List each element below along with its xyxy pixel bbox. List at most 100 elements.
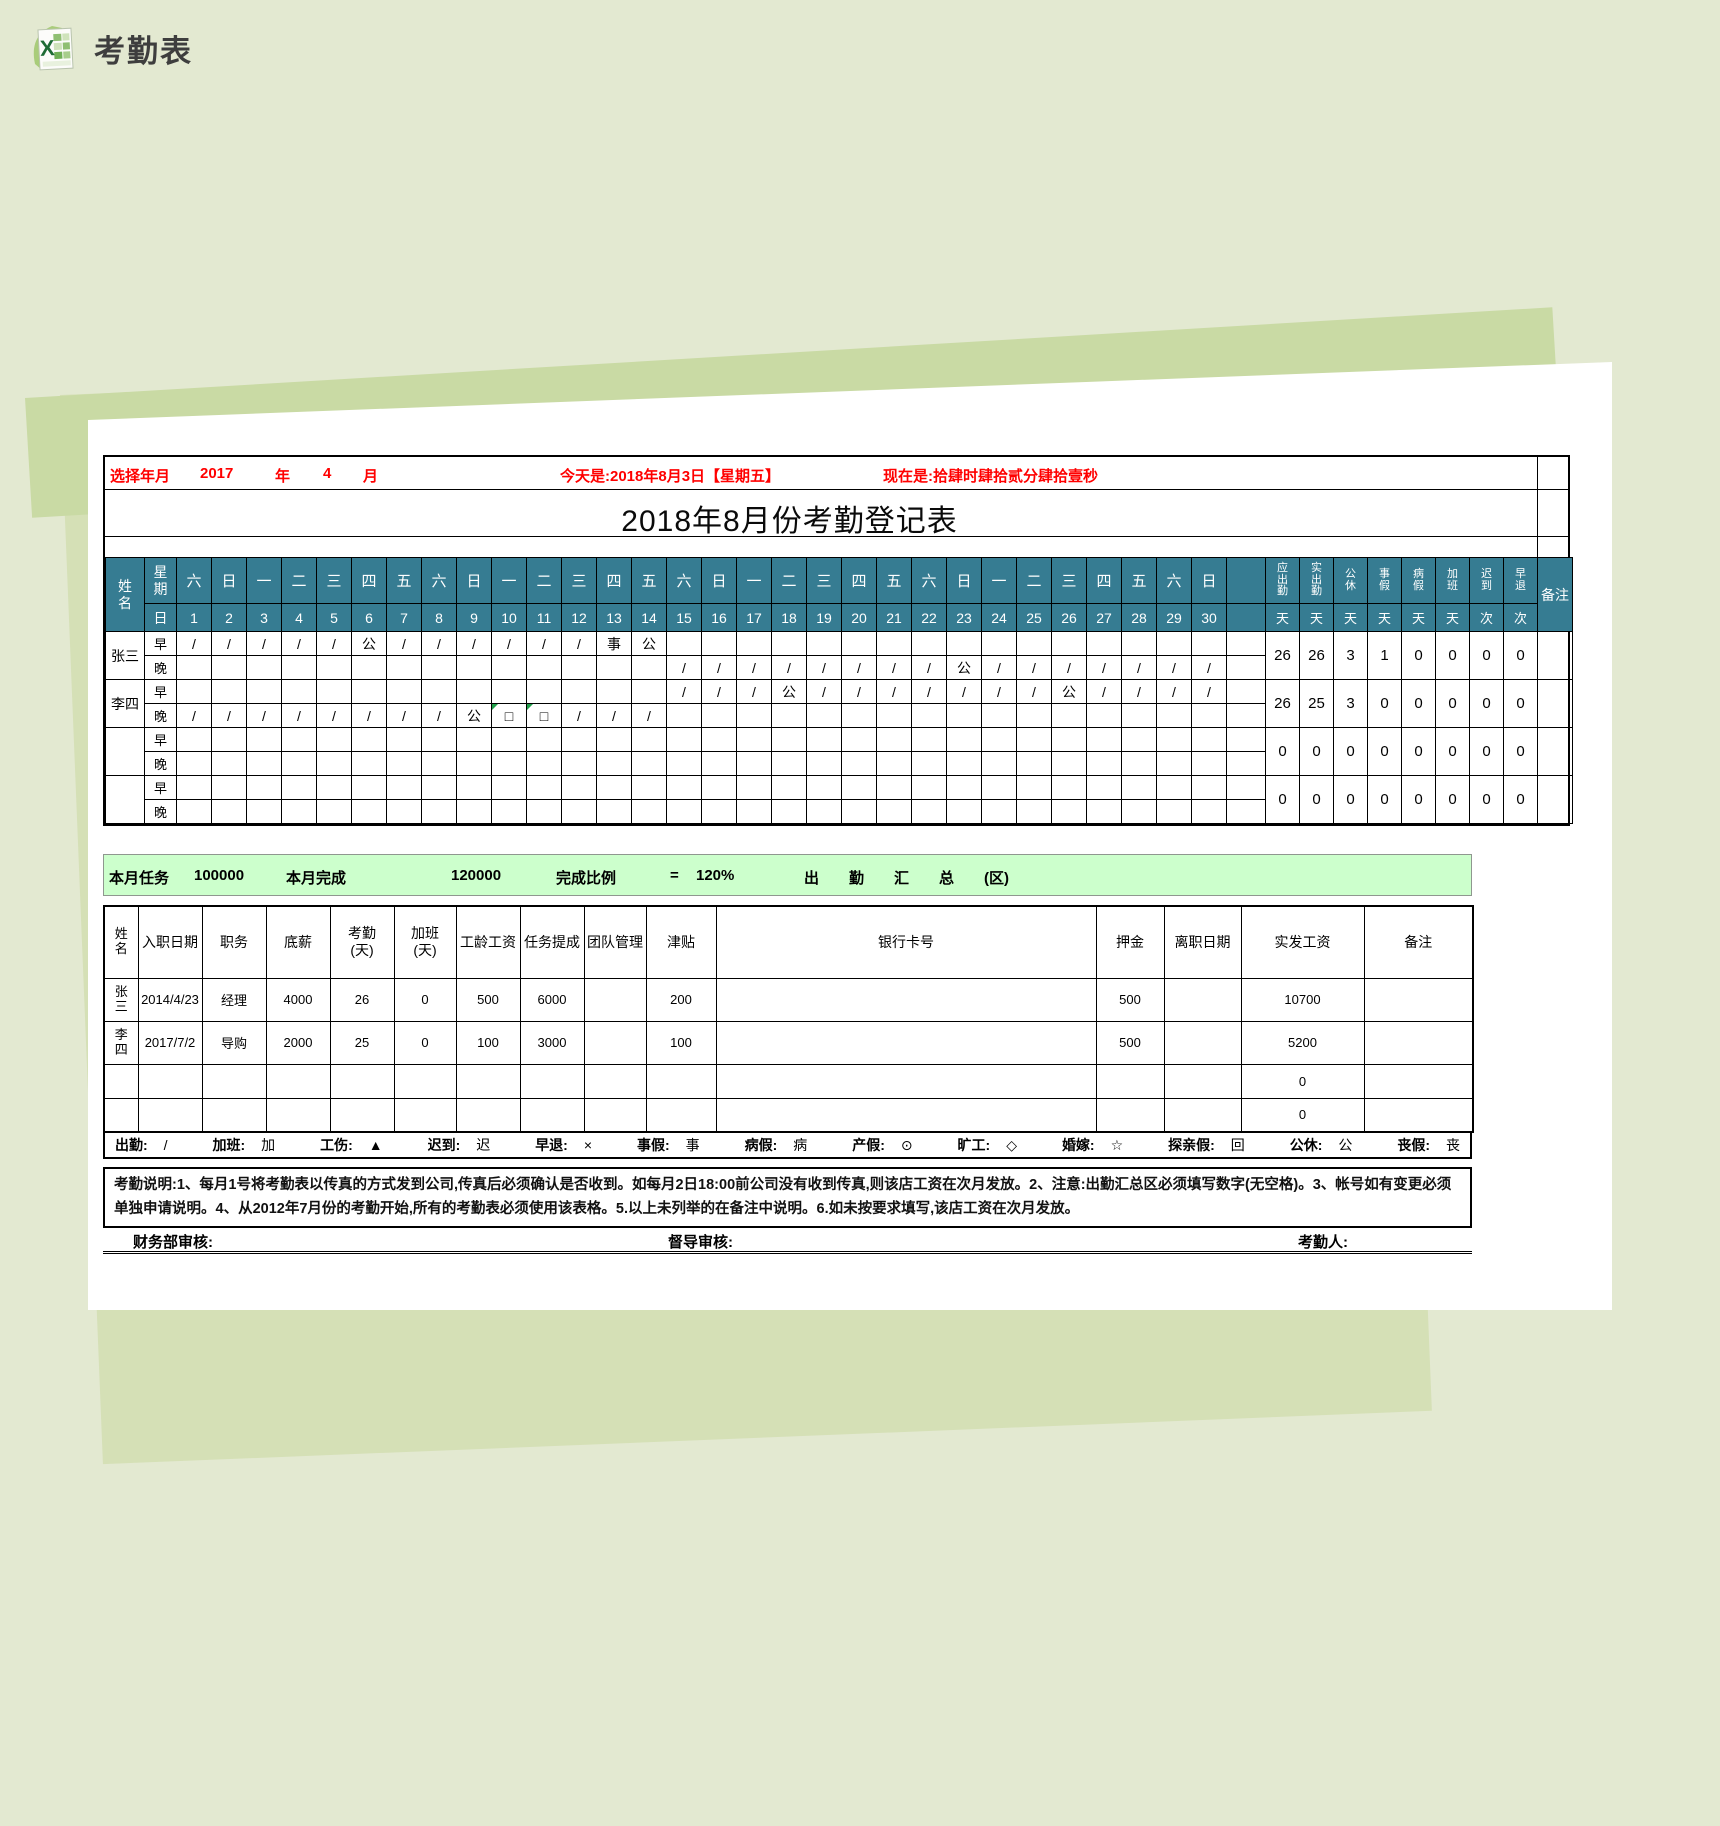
day-mark-cell[interactable]	[841, 703, 877, 728]
day-mark-cell[interactable]	[176, 751, 212, 776]
day-mark-cell[interactable]: 公	[456, 703, 492, 728]
day-mark-cell[interactable]	[491, 751, 527, 776]
day-mark-cell[interactable]	[1156, 775, 1192, 800]
day-mark-cell[interactable]	[1016, 631, 1052, 656]
payroll-cell[interactable]	[393, 1063, 457, 1099]
day-mark-cell[interactable]	[1226, 799, 1266, 824]
summary-value-cell[interactable]: 0	[1401, 679, 1436, 728]
day-mark-cell[interactable]	[1086, 751, 1122, 776]
day-mark-cell[interactable]	[876, 727, 912, 752]
day-mark-cell[interactable]	[841, 775, 877, 800]
day-mark-cell[interactable]: /	[281, 703, 317, 728]
day-mark-cell[interactable]	[351, 799, 387, 824]
summary-value-cell[interactable]: 0	[1367, 679, 1402, 728]
day-mark-cell[interactable]: /	[1051, 655, 1087, 680]
day-mark-cell[interactable]: /	[666, 679, 702, 704]
summary-value-cell[interactable]: 0	[1299, 727, 1334, 776]
day-mark-cell[interactable]	[491, 655, 527, 680]
day-mark-cell[interactable]	[981, 703, 1017, 728]
day-mark-cell[interactable]	[351, 655, 387, 680]
day-mark-cell[interactable]	[666, 727, 702, 752]
payroll-cell[interactable]	[137, 1097, 203, 1133]
summary-value-cell[interactable]: 0	[1299, 775, 1334, 824]
day-mark-cell[interactable]	[1051, 631, 1087, 656]
year-select[interactable]: 2017	[200, 465, 234, 482]
payroll-cell[interactable]	[1363, 977, 1474, 1022]
day-mark-cell[interactable]	[456, 679, 492, 704]
remark-cell[interactable]	[1537, 727, 1573, 776]
day-mark-cell[interactable]	[1051, 727, 1087, 752]
day-mark-cell[interactable]	[1156, 799, 1192, 824]
day-mark-cell[interactable]	[526, 799, 562, 824]
day-mark-cell[interactable]	[211, 751, 247, 776]
day-mark-cell[interactable]: /	[351, 703, 387, 728]
payroll-cell[interactable]	[201, 1097, 267, 1133]
payroll-cell[interactable]	[137, 1063, 203, 1099]
day-mark-cell[interactable]	[211, 799, 247, 824]
day-mark-cell[interactable]	[1191, 799, 1227, 824]
day-mark-cell[interactable]	[176, 799, 212, 824]
day-mark-cell[interactable]	[561, 655, 597, 680]
day-mark-cell[interactable]	[1086, 631, 1122, 656]
day-mark-cell[interactable]	[491, 799, 527, 824]
day-mark-cell[interactable]	[981, 631, 1017, 656]
day-mark-cell[interactable]	[246, 775, 282, 800]
day-mark-cell[interactable]	[386, 679, 422, 704]
day-mark-cell[interactable]: /	[1156, 655, 1192, 680]
summary-value-cell[interactable]: 3	[1333, 631, 1368, 680]
summary-value-cell[interactable]: 26	[1299, 631, 1334, 680]
day-mark-cell[interactable]	[1121, 751, 1157, 776]
day-mark-cell[interactable]	[1156, 631, 1192, 656]
day-mark-cell[interactable]	[736, 631, 772, 656]
payroll-cell[interactable]: 2000	[265, 1020, 331, 1065]
day-mark-cell[interactable]	[386, 799, 422, 824]
day-mark-cell[interactable]	[736, 799, 772, 824]
payroll-cell[interactable]: 500	[455, 977, 521, 1022]
day-mark-cell[interactable]: /	[1016, 679, 1052, 704]
payroll-cell[interactable]	[715, 1063, 1097, 1099]
day-mark-cell[interactable]: /	[946, 679, 982, 704]
day-mark-cell[interactable]: 公	[771, 679, 807, 704]
payroll-cell[interactable]	[1363, 1097, 1474, 1133]
summary-value-cell[interactable]: 0	[1401, 631, 1436, 680]
day-mark-cell[interactable]	[526, 727, 562, 752]
day-mark-cell[interactable]	[1226, 703, 1266, 728]
day-mark-cell[interactable]	[1191, 703, 1227, 728]
day-mark-cell[interactable]: /	[246, 631, 282, 656]
payroll-cell[interactable]: 25	[329, 1020, 395, 1065]
day-mark-cell[interactable]	[911, 727, 947, 752]
payroll-cell[interactable]	[329, 1097, 395, 1133]
day-mark-cell[interactable]: /	[911, 679, 947, 704]
day-mark-cell[interactable]	[1051, 799, 1087, 824]
day-mark-cell[interactable]	[386, 751, 422, 776]
day-mark-cell[interactable]	[491, 775, 527, 800]
day-mark-cell[interactable]	[806, 799, 842, 824]
day-mark-cell[interactable]: /	[911, 655, 947, 680]
day-mark-cell[interactable]: 公	[1051, 679, 1087, 704]
day-mark-cell[interactable]: /	[386, 703, 422, 728]
day-mark-cell[interactable]	[526, 655, 562, 680]
day-mark-cell[interactable]	[596, 799, 632, 824]
summary-value-cell[interactable]: 0	[1503, 775, 1538, 824]
day-mark-cell[interactable]	[631, 799, 667, 824]
summary-value-cell[interactable]: 0	[1435, 775, 1470, 824]
employee-name-cell[interactable]	[105, 775, 145, 824]
payroll-cell[interactable]: 100	[455, 1020, 521, 1065]
day-mark-cell[interactable]	[771, 799, 807, 824]
summary-value-cell[interactable]: 0	[1503, 727, 1538, 776]
day-mark-cell[interactable]: 公	[631, 631, 667, 656]
summary-value-cell[interactable]: 0	[1435, 631, 1470, 680]
day-mark-cell[interactable]: /	[561, 703, 597, 728]
payroll-cell[interactable]	[645, 1063, 717, 1099]
summary-value-cell[interactable]: 26	[1265, 679, 1300, 728]
day-mark-cell[interactable]	[771, 703, 807, 728]
payroll-cell[interactable]	[393, 1097, 457, 1133]
summary-value-cell[interactable]: 0	[1265, 775, 1300, 824]
day-mark-cell[interactable]	[491, 679, 527, 704]
day-mark-cell[interactable]	[1191, 727, 1227, 752]
summary-value-cell[interactable]: 1	[1367, 631, 1402, 680]
day-mark-cell[interactable]: 事	[596, 631, 632, 656]
payroll-cell[interactable]	[645, 1097, 717, 1133]
day-mark-cell[interactable]	[1121, 727, 1157, 752]
day-mark-cell[interactable]: /	[771, 655, 807, 680]
